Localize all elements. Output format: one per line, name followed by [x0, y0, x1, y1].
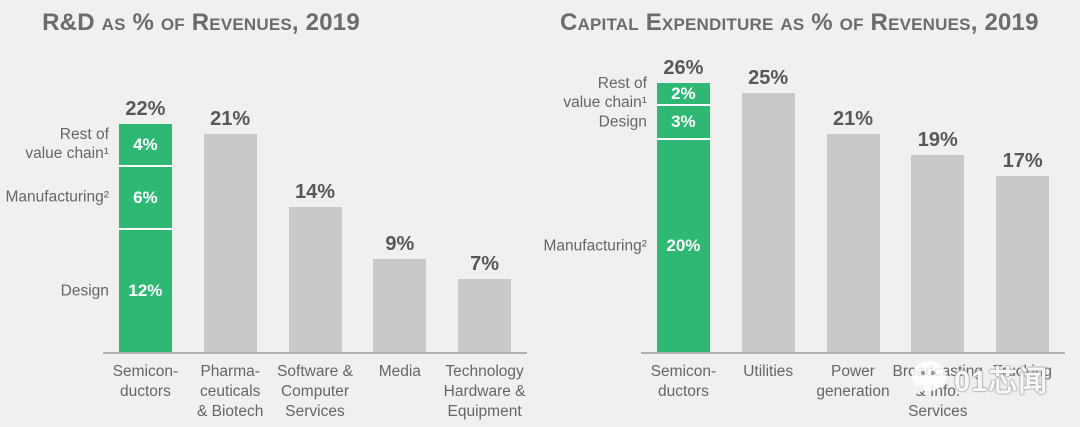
bar-segment: 2% — [656, 82, 710, 104]
segment-name-label: Rest of value chain¹ — [563, 75, 647, 112]
rd-chart-plot-area: 4% 6% 12% Rest of value chain¹ Manufacturing… — [6, 0, 527, 352]
bar-pharma- — [203, 134, 257, 352]
bar-value-label: 9% — [385, 232, 415, 255]
segment-divider — [656, 103, 710, 106]
category-label: Power generation — [816, 363, 890, 400]
segment-value-label: 12% — [128, 281, 163, 301]
segment-name-label: Manufacturing² — [543, 237, 647, 255]
bar-segment: 4% — [118, 124, 172, 165]
bar-value-label: 22% — [125, 98, 166, 121]
category-label: Media — [378, 363, 421, 380]
category-label: Software & Computer Services — [277, 363, 353, 420]
bar-value-label: 26% — [663, 56, 704, 79]
category-label: Technology Hardware & Equipment — [443, 363, 526, 420]
bar-segment: 6% — [118, 166, 172, 228]
segment-value-label: 3% — [671, 112, 696, 132]
category-label: Semicon- ductors — [650, 363, 717, 400]
segment-name-label: Rest of value chain¹ — [25, 126, 109, 163]
bar-technology — [458, 279, 512, 352]
segment-value-label: 20% — [666, 236, 701, 256]
rd-chart-x-axis-line — [103, 352, 527, 354]
bar-utilities — [741, 93, 795, 352]
stacked-bar-semicon-: 2% 3% 20% — [656, 82, 710, 352]
segment-value-label: 6% — [133, 187, 158, 207]
bar-value-label: 7% — [470, 253, 500, 276]
category-label: Utilities — [743, 363, 794, 380]
segment-value-label: 2% — [671, 83, 696, 103]
segment-divider — [656, 137, 710, 140]
segment-divider — [118, 227, 172, 230]
category-label: Pharma- ceuticals & Biotech — [197, 363, 264, 420]
bar-software & — [288, 206, 342, 352]
capex-chart-category-labels: Semicon- ductors Utilities Power generatio… — [641, 362, 1065, 424]
segment-name-label: Design — [60, 282, 109, 300]
bar-value-label: 17% — [1002, 149, 1043, 172]
capex-chart-x-axis-line — [641, 352, 1065, 354]
bar-value-label: 14% — [294, 180, 336, 203]
bar-value-label: 25% — [748, 67, 789, 89]
segment-value-label: 4% — [133, 134, 158, 154]
bar-value-label: 21% — [832, 108, 874, 131]
segment-name-label: Manufacturing² — [5, 188, 109, 206]
rd-chart-category-labels: Semicon- ductors Pharma- ceuticals & Biot… — [103, 362, 527, 424]
bar-segment: 12% — [118, 229, 172, 352]
segment-divider — [118, 164, 172, 167]
bar-value-label: 19% — [917, 129, 958, 152]
bar-segment: 20% — [656, 139, 710, 352]
capex-chart-title: Capital Expenditure as % of Revenues, 20… — [560, 9, 1039, 36]
bar-trucking — [996, 175, 1050, 352]
capex-chart-plot-area: 2% 3% 20% Rest of value chain¹ Design Manufac… — [544, 0, 1065, 352]
stacked-bar-semicon-: 4% 6% 12% — [118, 124, 172, 352]
category-label: Semicon- ductors — [112, 363, 179, 400]
bar-power — [826, 134, 880, 352]
bar-segment: 3% — [656, 105, 710, 138]
category-label: Trucking — [993, 363, 1053, 380]
segment-name-label: Design — [598, 113, 647, 131]
bar-media — [373, 258, 427, 352]
bar-broadcasting — [911, 155, 965, 352]
rd-chart-title: R&D as % of Revenues, 2019 — [42, 9, 360, 36]
bar-value-label: 21% — [210, 108, 251, 131]
